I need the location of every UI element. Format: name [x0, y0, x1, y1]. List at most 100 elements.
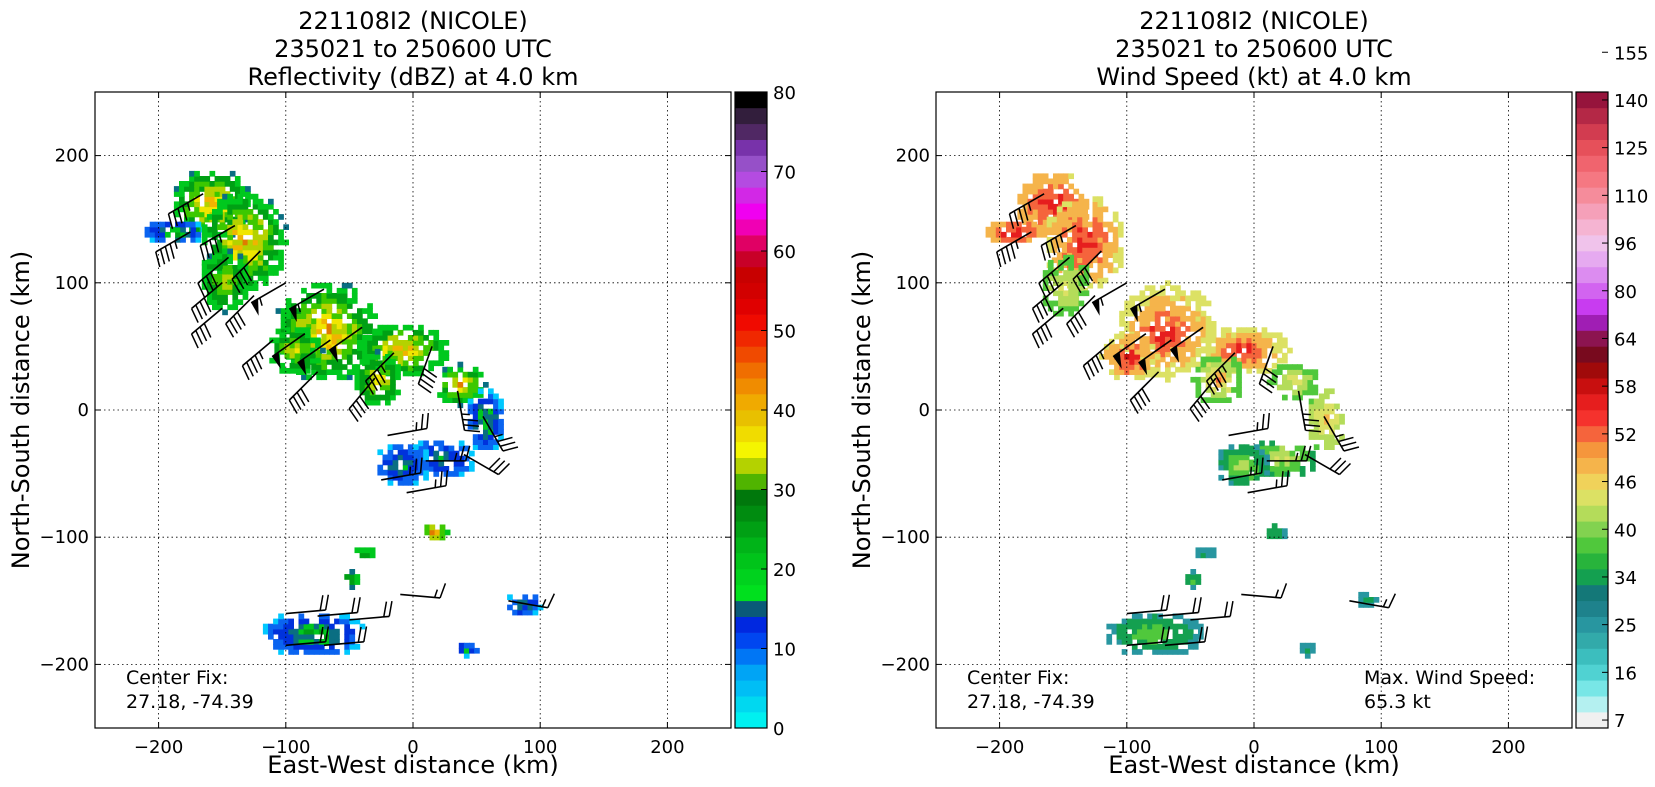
- data-cell: [1078, 275, 1085, 281]
- data-cell: [1282, 374, 1288, 381]
- data-cell: [1149, 295, 1156, 302]
- colorbar-frame: [1575, 91, 1609, 729]
- data-cell: [447, 392, 453, 398]
- data-cell: [336, 369, 343, 375]
- data-cell: [262, 270, 269, 276]
- data-cell: [341, 374, 348, 381]
- data-cell: [1129, 369, 1135, 375]
- data-cell: [469, 466, 475, 472]
- data-cell: [453, 466, 460, 472]
- max-wind-annotation: Max. Wind Speed:: [1364, 667, 1535, 689]
- data-cell: [316, 282, 322, 289]
- barb-full: [1341, 441, 1357, 447]
- data-cell: [1170, 315, 1176, 322]
- data-cell: [1107, 242, 1114, 248]
- barb-full: [1066, 323, 1076, 338]
- data-cell: [209, 201, 216, 208]
- data-cell: [316, 318, 322, 325]
- barb-shaft: [417, 346, 433, 385]
- data-cell: [206, 284, 213, 290]
- barb-full: [1084, 267, 1094, 282]
- data-cell: [217, 244, 223, 251]
- data-cell: [372, 345, 378, 351]
- data-cell: [1177, 623, 1184, 630]
- data-cell: [283, 628, 289, 635]
- data-cell: [306, 374, 312, 381]
- colorbar-segment: [735, 282, 767, 299]
- data-cell: [1061, 242, 1068, 248]
- data-cell: [217, 258, 223, 265]
- data-cell: [387, 469, 394, 476]
- barb-shaft: [288, 288, 325, 310]
- data-cell: [1307, 379, 1314, 386]
- data-cell: [1200, 310, 1207, 317]
- data-cell: [1072, 226, 1078, 233]
- data-cell: [995, 221, 1002, 228]
- data-cell: [1302, 379, 1308, 386]
- barb-full: [1086, 361, 1095, 377]
- wind-barb: [225, 294, 255, 338]
- data-cell: [232, 279, 239, 285]
- barb-shaft: [191, 307, 223, 335]
- wind-barb: [406, 470, 449, 494]
- data-cell: [1047, 275, 1054, 281]
- data-cell: [1124, 359, 1130, 365]
- wind-barb: [364, 352, 395, 395]
- data-cell: [1329, 434, 1335, 440]
- data-cell: [280, 323, 287, 330]
- barb-half: [1059, 234, 1064, 243]
- data-cell: [1097, 237, 1104, 243]
- data-cell: [1129, 310, 1135, 317]
- data-cell: [351, 298, 358, 304]
- data-cell: [1072, 252, 1078, 258]
- barb-full: [204, 242, 210, 258]
- data-cell: [159, 221, 166, 228]
- data-cell: [1210, 326, 1217, 332]
- data-cell: [1210, 321, 1217, 327]
- data-cell: [447, 371, 453, 378]
- barb-full: [254, 354, 263, 370]
- data-cell: [195, 221, 202, 228]
- barb-full: [462, 418, 479, 422]
- data-cell: [285, 303, 292, 309]
- data-cell: [1149, 359, 1156, 365]
- wind-barb: [381, 457, 423, 481]
- data-cell: [359, 379, 366, 386]
- data-cell: [1218, 449, 1225, 456]
- data-cell: [1149, 326, 1156, 332]
- data-cell: [1259, 454, 1265, 461]
- data-cell: [1185, 366, 1191, 373]
- barb-full: [199, 326, 208, 342]
- data-cell: [469, 460, 475, 467]
- data-cell: [474, 647, 480, 654]
- data-cell: [229, 170, 236, 177]
- wind-barb: [1189, 377, 1217, 422]
- barb-shaft: [155, 231, 191, 253]
- data-cell: [280, 328, 287, 335]
- data-cell: [438, 345, 445, 351]
- data-cell: [321, 298, 328, 304]
- data-cell: [1011, 221, 1017, 228]
- data-cell: [222, 279, 228, 285]
- data-cell: [377, 469, 384, 476]
- data-cell: [397, 454, 404, 461]
- data-cell: [428, 466, 434, 472]
- data-cell: [1036, 226, 1043, 233]
- barb-full: [1200, 395, 1211, 410]
- data-cell: [321, 364, 328, 370]
- data-cell: [1134, 333, 1141, 340]
- data-cell: [1334, 418, 1340, 425]
- wind-barb: [1129, 288, 1166, 323]
- center-fix-annotation: Center Fix:: [967, 667, 1069, 689]
- data-cell: [326, 348, 333, 355]
- barb-half: [1382, 598, 1388, 608]
- data-cell: [397, 360, 404, 367]
- colorbar-segment: [735, 553, 767, 570]
- x-tick-label: 100: [523, 737, 557, 758]
- data-cell: [448, 455, 455, 462]
- data-cell: [1185, 336, 1191, 342]
- data-cell: [1329, 444, 1335, 450]
- data-cell: [217, 198, 223, 205]
- data-cell: [1318, 424, 1325, 430]
